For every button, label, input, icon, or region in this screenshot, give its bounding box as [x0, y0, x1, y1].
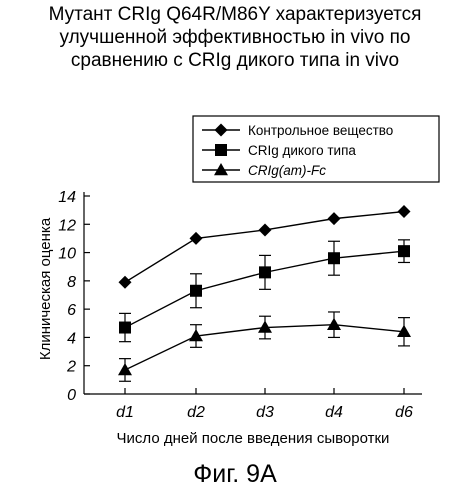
data-point: [118, 363, 132, 375]
x-tick-label: d1: [116, 404, 134, 421]
x-tick-label: d3: [256, 404, 274, 421]
series-3: [118, 312, 411, 381]
data-point: [259, 266, 271, 278]
y-tick-label: 12: [58, 217, 76, 234]
x-tick-label: d2: [187, 404, 205, 421]
y-tick-label: 4: [67, 330, 76, 347]
data-point: [398, 245, 410, 257]
legend-label: CRIg дикого типа: [248, 143, 356, 158]
legend-label: Контрольное вещество: [248, 123, 393, 138]
y-tick-label: 6: [67, 302, 76, 319]
figure-label: Фиг. 9A: [0, 459, 470, 489]
data-point: [328, 212, 341, 225]
data-point: [328, 252, 340, 264]
y-axis-title: Клиническая оценка: [37, 217, 54, 360]
chart-series: [118, 205, 411, 381]
x-tick-label: d4: [325, 404, 343, 421]
y-tick-label: 14: [58, 189, 76, 206]
data-point: [119, 322, 131, 334]
y-tick-label: 2: [66, 359, 76, 376]
legend: Контрольное вещество CRIg дикого типа CRIg…: [193, 116, 439, 182]
x-axis-title: Число дней после введения сыворотки: [117, 430, 390, 447]
data-point: [398, 205, 411, 218]
y-tick-label: 8: [67, 274, 76, 291]
data-point: [259, 223, 272, 236]
data-point: [190, 232, 203, 245]
data-point: [119, 276, 132, 289]
data-point: [190, 285, 202, 297]
chart-axes: 0 2 4 6 8 10 12 14 d1 d2 d3 d4 d6 Число дней после вв…: [37, 189, 422, 447]
data-point: [327, 318, 341, 330]
y-tick-label: 0: [67, 387, 76, 404]
legend-label: CRIg(am)-Fc: [248, 163, 326, 178]
legend-marker: [215, 144, 227, 156]
x-tick-label: d6: [395, 404, 413, 421]
y-tick-label: 10: [58, 246, 76, 263]
